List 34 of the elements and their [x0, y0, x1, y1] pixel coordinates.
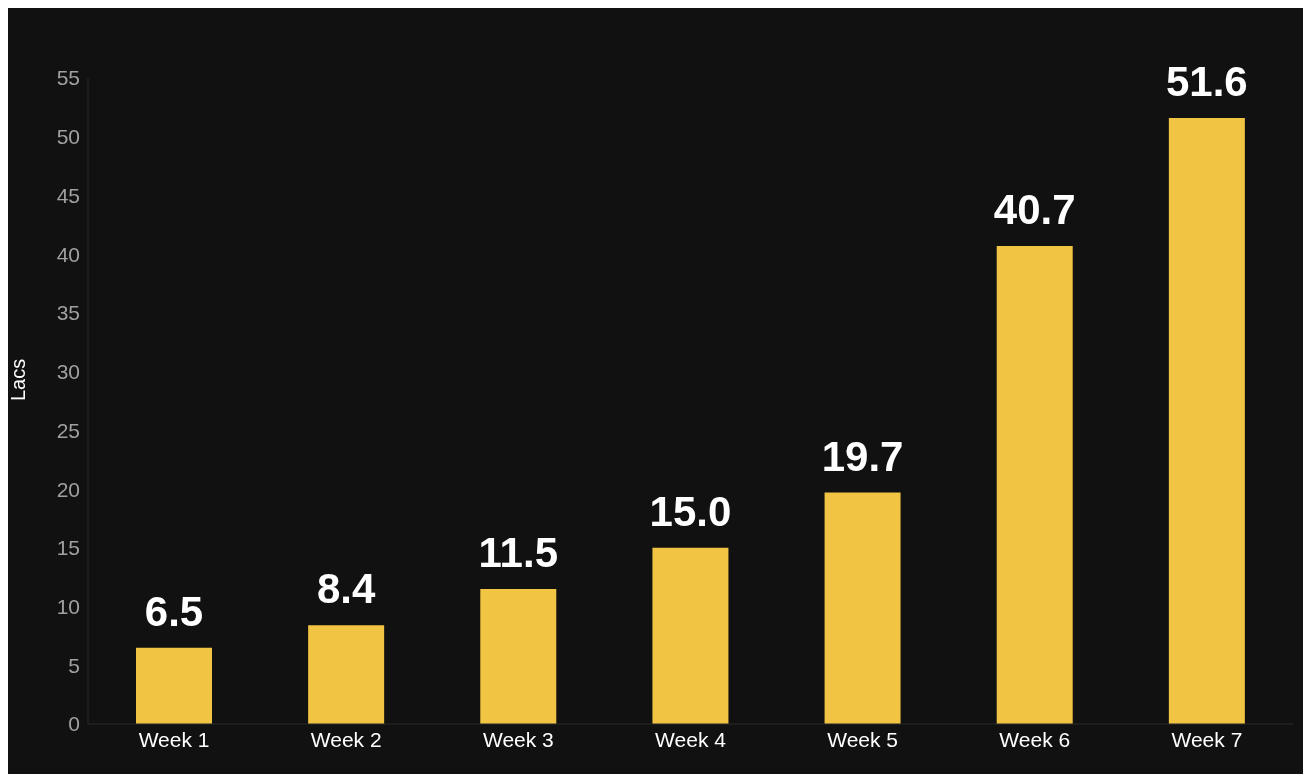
data-label: 11.5	[478, 528, 558, 576]
bar	[996, 245, 1073, 724]
x-tick-label: Week 6	[999, 727, 1071, 751]
y-tick-label: 5	[68, 653, 80, 677]
x-tick-label: Week 2	[310, 727, 382, 751]
data-label: 19.7	[821, 432, 904, 480]
y-tick-label: 30	[56, 360, 80, 384]
bar	[652, 547, 729, 724]
x-tick-label: Week 3	[482, 727, 554, 751]
y-tick-label: 0	[68, 712, 80, 736]
data-label: 15.0	[649, 487, 732, 535]
bar	[308, 625, 385, 724]
y-axis-title: Lacs	[7, 358, 30, 401]
data-label: 8.4	[316, 565, 376, 613]
y-tick-label: 20	[56, 477, 80, 501]
y-tick-label: 45	[56, 183, 80, 207]
y-tick-label: 10	[56, 595, 80, 618]
bar	[136, 647, 212, 724]
y-tick-label: 35	[56, 301, 80, 325]
x-tick-label: Week 1	[138, 727, 210, 751]
x-tick-label: Week 4	[655, 727, 727, 751]
y-tick-label: 15	[56, 536, 80, 560]
y-tick-label: 50	[56, 125, 80, 149]
data-label: 40.7	[993, 185, 1076, 233]
y-tick-label: 55	[56, 66, 80, 90]
x-tick-label: Week 5	[827, 727, 899, 751]
x-tick-label: Week 7	[1171, 727, 1243, 751]
y-tick-label: 25	[56, 418, 80, 442]
bar	[480, 588, 557, 724]
data-label: 51.6	[1165, 57, 1248, 105]
bar	[824, 492, 901, 724]
y-tick-label: 40	[56, 242, 80, 266]
bar	[1168, 117, 1245, 724]
data-label: 6.5	[144, 587, 204, 635]
